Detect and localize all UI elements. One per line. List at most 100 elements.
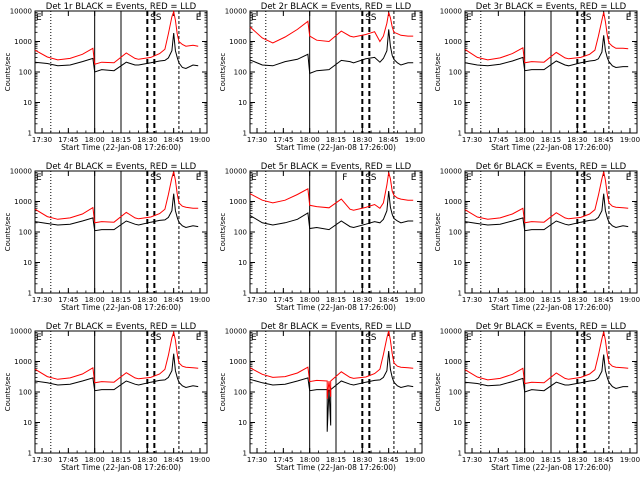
- y-axis-label: Counts/sec: [434, 373, 442, 412]
- x-tick-label: 18:00: [515, 456, 535, 464]
- events-series-line: [34, 353, 199, 392]
- x-tick-label: 18:00: [300, 296, 320, 304]
- y-tick-label: 1: [458, 450, 462, 458]
- detector-panel: Det 4r BLACK = Events, RED = LLD 1 10 100 10…: [4, 162, 210, 312]
- detector-panel: Det 2r BLACK = Events, RED = LLD 1 10 100 10…: [219, 2, 425, 152]
- x-tick-label: 18:15: [326, 296, 346, 304]
- y-tick-label: 10000: [440, 8, 462, 16]
- x-tick-label: 18:30: [137, 456, 157, 464]
- panel-title: Det 2r BLACK = Events, RED = LLD: [261, 2, 412, 12]
- y-tick-label: 10: [23, 259, 32, 267]
- x-tick-label: 17:45: [488, 136, 508, 144]
- detector-panel: Det 6r BLACK = Events, RED = LLD 1 10 100 10…: [434, 162, 640, 312]
- panel-title: Det 3r BLACK = Events, RED = LLD: [476, 2, 627, 12]
- y-tick-label: 100: [19, 229, 32, 237]
- lld-series-line: [249, 172, 414, 211]
- event-marker-label: E: [251, 13, 257, 23]
- x-tick-label: 18:00: [515, 296, 535, 304]
- x-tick-label: 18:15: [326, 456, 346, 464]
- x-tick-label: 18:45: [164, 296, 184, 304]
- y-tick-label: 10: [238, 259, 247, 267]
- x-tick-label: 17:45: [488, 296, 508, 304]
- x-tick-label: 19:00: [190, 136, 210, 144]
- y-tick-label: 1000: [444, 198, 462, 206]
- y-tick-label: 1000: [444, 358, 462, 366]
- y-tick-label: 1: [243, 290, 247, 298]
- x-tick-label: 18:15: [111, 456, 131, 464]
- y-tick-label: 100: [234, 389, 247, 397]
- x-tick-label: 18:30: [137, 296, 157, 304]
- event-marker-label: E: [411, 173, 417, 183]
- y-tick-label: 100: [234, 229, 247, 237]
- x-axis-label: Start Time (22-Jan-08 17:26:00): [61, 303, 181, 312]
- panel-title: Det 8r BLACK = Events, RED = LLD: [261, 322, 412, 332]
- x-tick-label: 18:30: [352, 296, 372, 304]
- x-tick-label: 19:00: [405, 296, 425, 304]
- x-tick-label: 17:30: [32, 296, 52, 304]
- y-tick-label: 1000: [14, 38, 32, 46]
- panel-title: Det 6r BLACK = Events, RED = LLD: [476, 162, 627, 172]
- panel-title: Det 1r BLACK = Events, RED = LLD: [46, 2, 197, 12]
- x-tick-label: 18:45: [594, 456, 614, 464]
- x-tick-label: 19:00: [620, 296, 640, 304]
- event-marker-label: E: [36, 333, 42, 343]
- y-axis-label: Counts/sec: [434, 53, 442, 92]
- lld-series-line: [34, 330, 199, 384]
- x-tick-label: 18:15: [326, 136, 346, 144]
- events-series-line: [34, 32, 199, 73]
- y-tick-label: 100: [19, 69, 32, 77]
- event-marker-label: E: [196, 13, 202, 23]
- event-marker-label: E: [251, 173, 257, 183]
- y-axis-label: Counts/sec: [4, 373, 12, 412]
- events-series-line: [464, 193, 629, 232]
- event-marker-label: E: [36, 13, 42, 23]
- x-tick-label: 18:15: [541, 456, 561, 464]
- x-axis-label: Start Time (22-Jan-08 17:26:00): [276, 463, 396, 472]
- lld-series-line: [249, 330, 414, 399]
- y-tick-label: 1000: [229, 198, 247, 206]
- x-axis-label: Start Time (22-Jan-08 17:26:00): [491, 143, 611, 152]
- x-tick-label: 18:45: [594, 136, 614, 144]
- y-tick-label: 10: [238, 419, 247, 427]
- event-marker-label: SS: [580, 13, 592, 23]
- y-tick-label: 1: [243, 130, 247, 138]
- y-tick-label: 10: [23, 99, 32, 107]
- x-axis-label: Start Time (22-Jan-08 17:26:00): [276, 303, 396, 312]
- x-tick-label: 18:45: [164, 456, 184, 464]
- x-tick-label: 17:30: [247, 456, 267, 464]
- event-marker-label: F: [342, 173, 347, 183]
- y-tick-label: 1000: [444, 38, 462, 46]
- event-marker-label: E: [466, 333, 472, 343]
- x-axis-label: Start Time (22-Jan-08 17:26:00): [491, 303, 611, 312]
- events-series-line: [249, 29, 414, 75]
- y-tick-label: 100: [234, 69, 247, 77]
- y-tick-label: 1: [28, 130, 32, 138]
- y-tick-label: 10000: [225, 8, 247, 16]
- x-tick-label: 18:00: [300, 456, 320, 464]
- lld-series-line: [464, 12, 629, 64]
- y-axis-label: Counts/sec: [4, 213, 12, 252]
- x-tick-label: 17:30: [462, 296, 482, 304]
- y-tick-label: 10: [453, 99, 462, 107]
- x-tick-label: 18:30: [567, 296, 587, 304]
- y-tick-label: 10000: [225, 168, 247, 176]
- x-tick-label: 18:00: [515, 136, 535, 144]
- x-tick-label: 18:30: [352, 136, 372, 144]
- event-marker-label: SS: [580, 173, 592, 183]
- detector-panel: Det 5r BLACK = Events, RED = LLD 1 10 100 10…: [219, 162, 425, 312]
- event-marker-label: E: [36, 173, 42, 183]
- y-tick-label: 100: [19, 389, 32, 397]
- x-tick-label: 17:45: [58, 136, 78, 144]
- y-tick-label: 10: [238, 99, 247, 107]
- event-marker-label: SS: [150, 173, 162, 183]
- x-tick-label: 17:30: [32, 456, 52, 464]
- x-tick-label: 18:45: [379, 136, 399, 144]
- detector-panel: Det 1r BLACK = Events, RED = LLD 1 10 100 10…: [4, 2, 210, 152]
- x-tick-label: 17:30: [462, 136, 482, 144]
- x-tick-label: 17:30: [247, 136, 267, 144]
- event-marker-label: E: [411, 333, 417, 343]
- y-tick-label: 1: [28, 450, 32, 458]
- panel-title: Det 7r BLACK = Events, RED = LLD: [46, 322, 197, 332]
- y-tick-label: 1000: [14, 358, 32, 366]
- x-tick-label: 18:15: [111, 296, 131, 304]
